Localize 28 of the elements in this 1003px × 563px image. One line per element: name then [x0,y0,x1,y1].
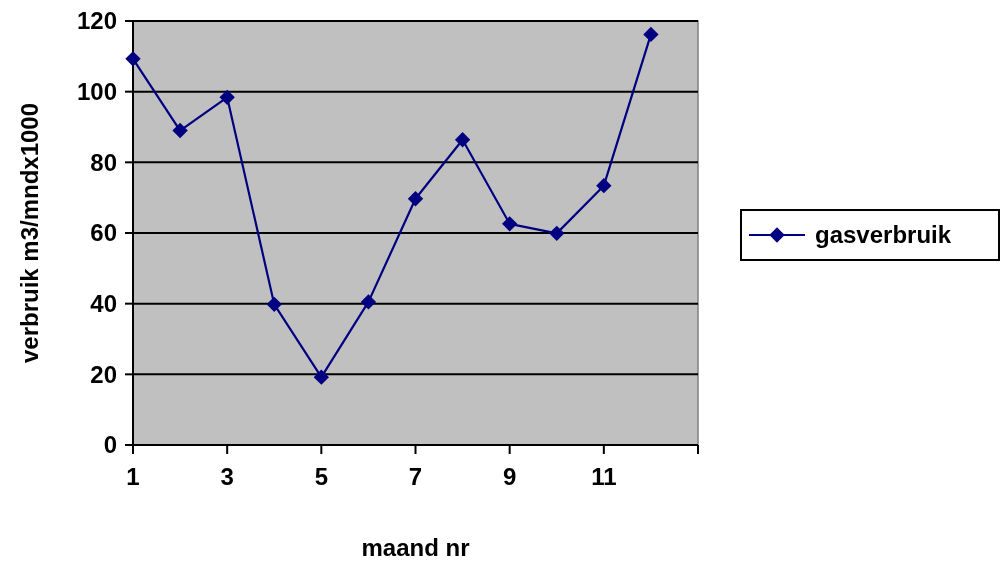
point [643,26,659,43]
point [360,294,377,310]
x-tick-label: 11 [591,463,617,490]
y-tick-label: 60 [90,219,117,247]
point [313,369,329,385]
point [125,51,141,67]
point [219,89,235,105]
x-tick-label: 1 [126,463,140,490]
point [407,191,424,207]
point [596,177,612,194]
point [549,225,565,242]
point [266,296,282,313]
y-tick-label: 40 [90,290,117,318]
y-axis-title: verbruik m3/mndx1000 [16,102,43,364]
y-tick-label: 120 [76,7,117,35]
y-tick-label: 100 [76,78,117,106]
legend-label: gasverbruik [815,221,952,249]
y-tick-label: 20 [90,360,117,388]
x-tick-label: 5 [314,463,329,490]
y-tick-label: 0 [103,431,117,459]
point [454,132,471,148]
x-tick-label: 9 [502,463,517,490]
x-tick-label: 7 [408,463,423,490]
x-axis-title: maand nr [361,534,470,561]
point [502,216,518,232]
y-tick-label: 80 [90,148,117,176]
point [172,122,188,139]
x-tick-label: 3 [220,463,234,490]
